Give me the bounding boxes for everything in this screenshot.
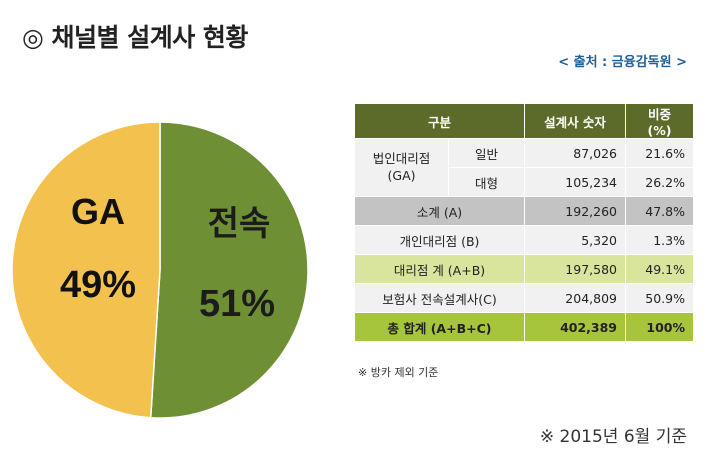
- row-share: 26.2%: [625, 167, 694, 197]
- table-row: 대형 105,234 26.2%: [355, 167, 694, 197]
- header-category: 구분: [354, 103, 525, 139]
- table-header-row: 구분 설계사 숫자 비중 (%): [354, 103, 694, 139]
- row-label: 대형: [448, 167, 525, 197]
- row-count: 87,026: [524, 138, 626, 168]
- group-label-ga: 법인대리점 (GA): [354, 138, 449, 197]
- table-row: 개인대리점 (B) 5,320 1.3%: [354, 225, 694, 255]
- footnote-date: ※ 2015년 6월 기준: [539, 427, 687, 447]
- source-note: < 출처 : 금융감독원 >: [558, 55, 687, 70]
- row-share: 100%: [625, 312, 694, 342]
- table-row: 대리점 계 (A+B) 197,580 49.1%: [354, 254, 694, 284]
- row-share: 21.6%: [625, 138, 694, 168]
- header-share: 비중 (%): [625, 103, 694, 139]
- row-label: 개인대리점 (B): [354, 225, 525, 255]
- row-label: 보험사 전속설계사(C): [354, 283, 525, 313]
- pie-chart: GA 49% 전속 51%: [11, 121, 309, 419]
- table-row: 보험사 전속설계사(C) 204,809 50.9%: [354, 283, 694, 313]
- row-count: 105,234: [524, 167, 626, 197]
- page-title: ◎ 채널별 설계사 현황: [22, 23, 248, 52]
- row-share: 1.3%: [625, 225, 694, 255]
- slice-name-ga: GA: [71, 191, 125, 232]
- footnote-bancassurance: ※ 방카 제외 기준: [358, 366, 439, 379]
- row-count: 402,389: [524, 312, 626, 342]
- slice-label-ga: 49%: [60, 264, 136, 306]
- row-count: 197,580: [524, 254, 626, 284]
- row-label: 소계 (A): [354, 196, 525, 226]
- row-share: 49.1%: [625, 254, 694, 284]
- pie-slice-exclusive: [149, 121, 309, 419]
- row-count: 192,260: [524, 196, 626, 226]
- table-row: 법인대리점 (GA) 일반 87,026 21.6%: [354, 138, 694, 197]
- row-label: 대리점 계 (A+B): [354, 254, 525, 284]
- header-count: 설계사 숫자: [524, 103, 626, 139]
- slice-name-exclusive: 전속: [208, 204, 271, 244]
- row-label: 총 합계 (A+B+C): [354, 312, 525, 342]
- row-label: 일반: [448, 138, 525, 168]
- slice-label-exclusive: 51%: [199, 283, 275, 325]
- row-count: 5,320: [524, 225, 626, 255]
- row-count: 204,809: [524, 283, 626, 313]
- statistics-table: 구분 설계사 숫자 비중 (%) 법인대리점 (GA) 일반 87,026 21…: [354, 103, 694, 342]
- table-row: 소계 (A) 192,260 47.8%: [354, 196, 694, 226]
- table-row-total: 총 합계 (A+B+C) 402,389 100%: [354, 312, 694, 342]
- row-share: 50.9%: [625, 283, 694, 313]
- row-share: 47.8%: [625, 196, 694, 226]
- pie-slice-ga: [11, 121, 161, 419]
